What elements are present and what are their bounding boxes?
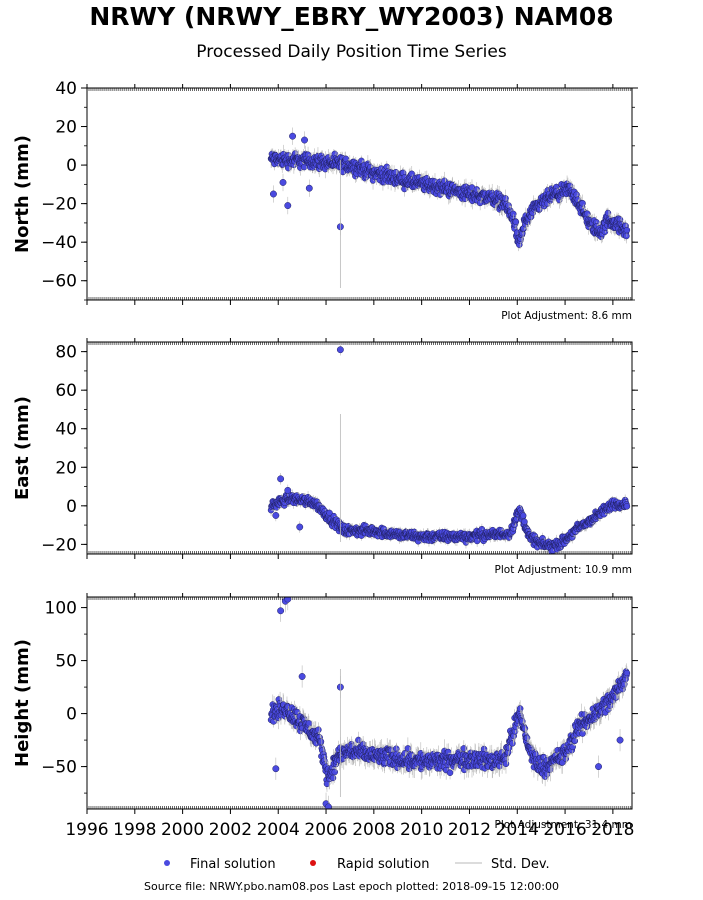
data-point [289,132,297,140]
series-final-solution [267,343,631,554]
y-tick-label: 60 [55,381,77,401]
data-point [510,210,517,218]
data-point [502,195,509,202]
data-point [579,200,586,207]
y-tick-label: 80 [55,343,77,363]
data-point [305,184,313,192]
plot-frame [86,341,633,555]
panel-1: 40 20 0 −20 −40 −60 North (mm) Plot Adjustment:… [12,79,638,322]
data-point [279,178,287,186]
data-point [512,218,520,226]
panel-2: 80 60 40 20 0 −20 East (mm) Plot Adjustment: 10… [12,338,638,576]
plot-adjustment-label: Plot Adjustment: 8.6 mm [501,310,632,322]
data-point [584,210,591,217]
data-point [519,512,527,519]
y-tick-label: 0 [66,156,77,176]
y-tick-label: 0 [66,497,77,517]
data-point [408,170,416,178]
y-tick-label: 20 [55,118,77,138]
y-tick-label: 20 [55,458,77,478]
chart-subtitle: Processed Daily Position Time Series [196,42,507,62]
data-point [284,202,292,210]
plot-adjustment-label: Plot Adjustment: 10.9 mm [495,564,632,576]
y-tick-label: −60 [41,272,77,292]
y-tick-label: 40 [55,420,77,440]
data-point [521,518,528,526]
series-final-solution [267,127,631,288]
data-point [301,136,308,144]
data-point [336,346,344,354]
data-point [284,486,292,494]
plot-frame [86,87,633,301]
chart-title: NRWY (NRWY_EBRY_WY2003) NAM08 [89,2,614,31]
data-point [623,226,631,234]
y-axis-label: East (mm) [12,396,33,500]
y-axis-label: North (mm) [12,135,33,253]
data-point [277,475,285,483]
data-point [296,523,304,531]
y-tick-label: 40 [55,79,77,99]
data-point [272,512,280,519]
y-tick-label: −20 [41,535,77,555]
y-tick-label: −20 [41,195,77,215]
data-point [623,232,630,240]
y-tick-label: −40 [41,233,77,253]
data-point [269,190,277,198]
data-point [623,503,631,510]
